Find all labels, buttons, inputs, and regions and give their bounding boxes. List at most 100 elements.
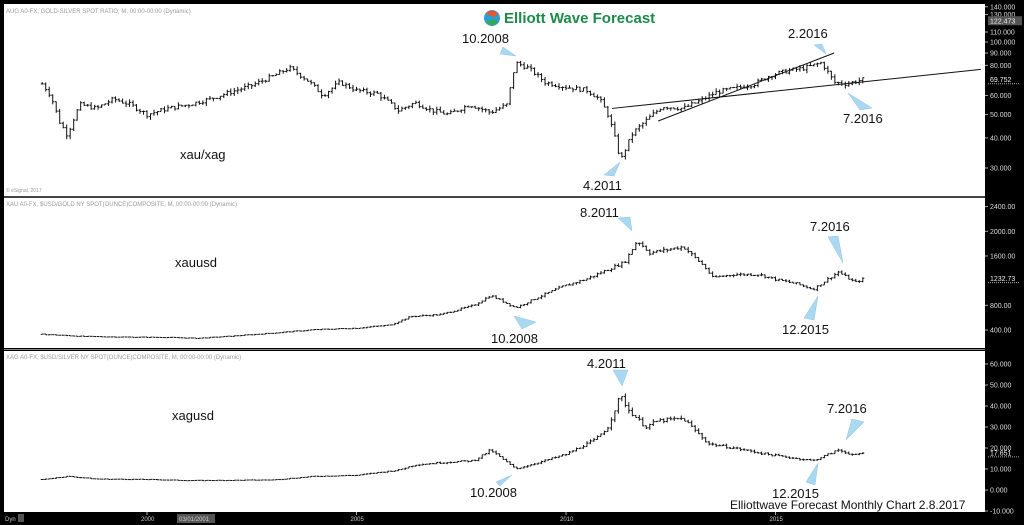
ohlc-bar [620,152,624,158]
ohlc-bar [40,82,44,85]
ohlc-series [40,241,865,339]
ohlc-bar [791,281,795,284]
ohlc-bar [798,282,802,286]
ohlc-bar [840,270,844,275]
ohlc-bar [264,479,268,481]
ohlc-bar [58,108,62,124]
ohlc-bar [155,478,159,481]
ohlc-bar [428,105,432,113]
ohlc-bar [361,87,365,92]
ohlc-bar [683,246,687,250]
ohlc-bar [700,432,704,440]
ohlc-bar [211,97,215,102]
ohlc-bar [711,442,715,446]
ohlc-bar [665,248,669,253]
ohlc-bar [850,278,854,282]
ohlc-bar [403,318,407,321]
ohlc-bar [812,63,816,67]
ohlc-bar [637,242,641,246]
ohlc-bar [320,89,324,99]
ohlc-bar [197,479,201,481]
ohlc-bar [805,285,809,289]
ohlc-bar [540,294,544,300]
ohlc-bar [121,98,125,104]
ohlc-bar [690,420,694,427]
ohlc-bar [239,87,243,93]
ohlc-bar [815,459,819,461]
ohlc-bar [72,335,76,337]
ohlc-bar [585,441,589,448]
ohlc-bar [808,62,812,67]
logo: Elliott Wave Forecast [484,10,655,27]
ohlc-bar [215,479,219,482]
ohlc-bar [693,424,697,433]
ohlc-bar [159,107,163,113]
ohlc-bar [815,285,819,292]
ohlc-bar [718,89,722,97]
ohlc-bar [435,314,439,316]
ohlc-bar [128,99,132,108]
dyn-toggle[interactable] [18,514,24,522]
ohlc-bar [313,82,317,87]
ohlc-bar [784,279,788,283]
panel-gold[interactable] [4,198,985,348]
y-tick-label: 50.000 [990,383,1012,390]
ohlc-bar [414,315,418,318]
ohlc-bar [138,336,142,338]
ohlc-bar [334,80,338,90]
ohlc-bar [145,110,149,119]
ohlc-bar [365,326,369,329]
ohlc-bar [47,334,51,336]
panel-ratio[interactable] [4,4,985,196]
ohlc-bar [574,447,578,452]
ohlc-bar [637,124,641,132]
ohlc-bar [93,104,97,110]
ohlc-bar [826,65,830,74]
ohlc-bar [355,86,358,91]
y-tick-label: 60.000 [990,93,1012,100]
ohlc-bar [718,275,722,278]
ohlc-bar [711,271,715,278]
wave-annotation-label: 10.2008 [491,331,538,346]
ohlc-bar [760,272,764,277]
ohlc-bar [114,478,118,480]
ohlc-bar [676,106,680,111]
ohlc-bar [571,282,575,286]
ohlc-bar [746,449,750,452]
ohlc-bar [829,277,833,281]
ohlc-bar [51,477,55,480]
ohlc-bar [561,86,565,91]
ohlc-bar [767,276,771,279]
ohlc-bar [452,310,456,313]
ohlc-bar [40,478,44,480]
y-tick-label: 60.000 [990,362,1012,369]
ohlc-bar [442,312,446,315]
ohlc-bar [386,324,390,326]
ohlc-bar [361,473,365,476]
ohlc-bar [561,454,565,457]
ohlc-bar [753,84,757,89]
ohlc-bar [204,97,208,107]
ohlc-bar [634,241,638,251]
ohlc-bar [732,274,736,278]
ohlc-bar [222,479,226,482]
ohlc-bar [124,478,128,481]
ohlc-bar [61,476,65,479]
ohlc-bar [173,336,177,338]
ohlc-bar [561,285,565,288]
ohlc-bar [630,249,634,255]
ohlc-bar [634,414,638,419]
ohlc-bar [79,101,83,111]
ohlc-bar [857,280,861,284]
panel-silver[interactable] [4,351,985,512]
ohlc-bar [44,478,48,480]
ohlc-bar [424,463,428,465]
ohlc-bar [501,456,505,460]
ohlc-bar [833,74,837,84]
ohlc-bar [421,104,425,109]
ohlc-bar [707,267,711,274]
ohlc-bar [599,433,603,437]
ohlc-bar [243,479,247,481]
ohlc-bar [428,314,432,317]
ohlc-bar [65,334,69,337]
